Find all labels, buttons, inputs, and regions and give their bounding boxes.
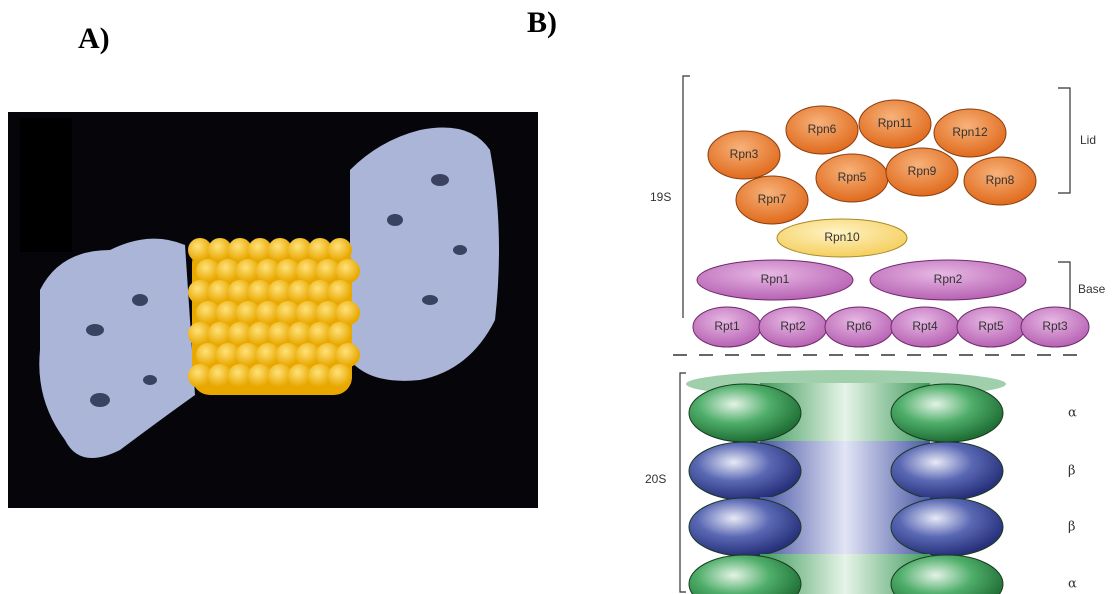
ring-subunit [891,442,1003,500]
subunit-label: Rpn12 [952,125,988,139]
subunit-label: Rpt4 [912,319,938,333]
core-bead [328,238,352,262]
schematic: 19S Lid Base 20S α β β α Rpn3 Rpn6 Rpn11 Rpn12… [645,76,1106,594]
subunit-label: Rpn7 [758,192,787,206]
bracket [1058,88,1070,193]
image-block [20,118,72,252]
ring-subunit [891,384,1003,442]
complex-label: 19S [650,190,671,204]
ring-label: β [1068,464,1076,479]
subunit-label: Rpt1 [714,319,740,333]
subunit-label: Rpn10 [824,230,860,244]
figure: A) B) 19S Lid Base 20S α β β α Rpn3 Rpn6 Rpn1… [0,0,1119,594]
core-20s: α β β α [686,370,1077,594]
subcomplex-label: Base [1078,282,1106,296]
core-bead [328,364,352,388]
bracket [683,76,690,318]
ring-label: α [1068,406,1077,421]
complex-label: 20S [645,472,666,486]
ring-label: α [1068,577,1077,592]
subunit-label: Rpn3 [730,147,759,161]
ring-subunit [689,384,801,442]
panel-label: B) [527,6,557,39]
ring-subunit [689,442,801,500]
ring-subunit [891,498,1003,556]
em-image [8,112,538,508]
subcomplex-label: Lid [1080,133,1096,147]
core-bead [336,301,360,325]
panel-label: A) [78,22,110,55]
subunit-label: Rpn2 [934,272,963,286]
cap-19s: Rpn3 Rpn6 Rpn11 Rpn12 Rpn5 Rpn9 Rpn8 Rpn7 Rpn10 R… [693,100,1089,347]
subunit-label: Rpt6 [846,319,872,333]
subunit-label: Rpn8 [986,173,1015,187]
ring-subunit [689,498,801,556]
subunit-label: Rpt2 [780,319,806,333]
subunit-label: Rpt5 [978,319,1004,333]
subunit-label: Rpt3 [1042,319,1068,333]
subunit-label: Rpn1 [761,272,790,286]
core-bead [328,322,352,346]
ring-label: β [1068,520,1076,535]
subunit-label: Rpn5 [838,170,867,184]
core-bead [328,280,352,304]
subunit-label: Rpn6 [808,122,837,136]
core-bead [336,343,360,367]
cap-right [350,128,499,381]
subunit-label: Rpn9 [908,164,937,178]
core-particle [188,238,360,395]
subunit-label: Rpn11 [878,116,913,130]
bracket [680,373,686,592]
core-bead [336,259,360,283]
